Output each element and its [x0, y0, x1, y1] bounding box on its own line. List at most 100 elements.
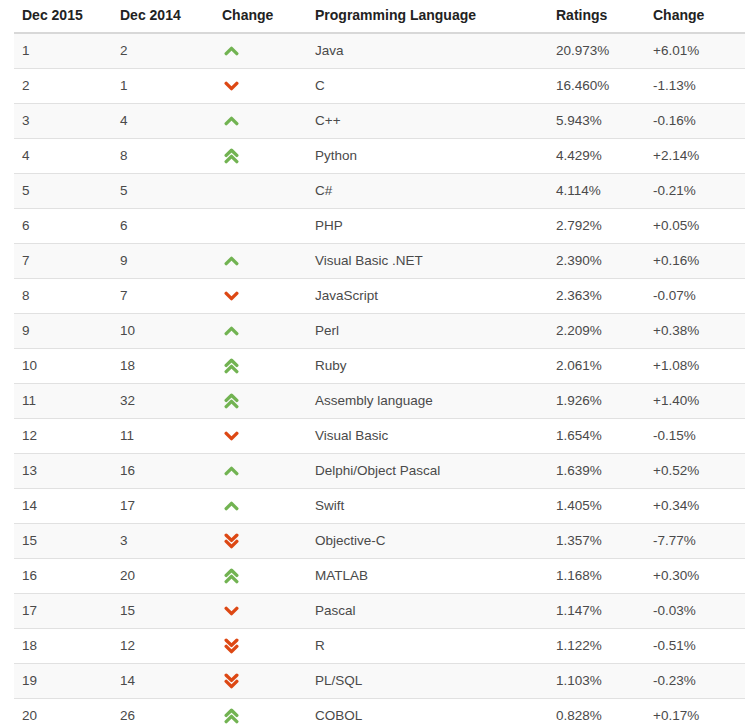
- ratings-value: 1.122%: [548, 629, 645, 664]
- table-row: 6 6 PHP 2.792% +0.05%: [14, 209, 745, 244]
- rank-dec-2015: 20: [14, 699, 112, 725]
- rank-dec-2015: 10: [14, 349, 112, 384]
- rank-up-icon: [224, 501, 239, 511]
- rank-change-cell: [214, 279, 307, 314]
- rank-dec-2015: 18: [14, 629, 112, 664]
- rank-change-cell: [214, 594, 307, 629]
- change-value: +1.08%: [645, 349, 745, 384]
- table-row: 17 15 Pascal 1.147% -0.03%: [14, 594, 745, 629]
- language-name: Swift: [307, 489, 548, 524]
- language-name: MATLAB: [307, 559, 548, 594]
- ratings-value: 1.405%: [548, 489, 645, 524]
- table-row: 14 17 Swift 1.405% +0.34%: [14, 489, 745, 524]
- table-row: 16 20 MATLAB 1.168% +0.30%: [14, 559, 745, 594]
- language-name: PL/SQL: [307, 664, 548, 699]
- rank-change-cell: [214, 384, 307, 419]
- language-name: Pascal: [307, 594, 548, 629]
- ratings-value: 4.429%: [548, 139, 645, 174]
- ratings-value: 1.926%: [548, 384, 645, 419]
- column-header-ratings-change: Change: [645, 0, 745, 33]
- rank-change-cell: [214, 33, 307, 69]
- table-row: 1 2 Java 20.973% +6.01%: [14, 33, 745, 69]
- rank-up-double-icon: [224, 393, 239, 409]
- rank-change-cell: [214, 314, 307, 349]
- rank-dec-2014: 26: [112, 699, 214, 725]
- rank-dec-2014: 11: [112, 419, 214, 454]
- column-header-programming-language: Programming Language: [307, 0, 548, 33]
- change-value: +6.01%: [645, 33, 745, 69]
- rank-dec-2014: 4: [112, 104, 214, 139]
- rank-up-double-icon: [224, 358, 239, 374]
- change-value: +0.05%: [645, 209, 745, 244]
- column-header-dec-2015: Dec 2015: [14, 0, 112, 33]
- rank-dec-2014: 18: [112, 349, 214, 384]
- rank-dec-2014: 1: [112, 69, 214, 104]
- language-name: C++: [307, 104, 548, 139]
- rank-change-cell: [214, 104, 307, 139]
- rank-dec-2014: 6: [112, 209, 214, 244]
- rank-dec-2015: 7: [14, 244, 112, 279]
- rank-up-double-icon: [224, 568, 239, 584]
- rank-dec-2015: 13: [14, 454, 112, 489]
- column-header-dec-2014: Dec 2014: [112, 0, 214, 33]
- ratings-value: 16.460%: [548, 69, 645, 104]
- rank-up-icon: [224, 326, 239, 336]
- rank-dec-2014: 7: [112, 279, 214, 314]
- rank-change-cell: [214, 174, 307, 209]
- rank-dec-2015: 16: [14, 559, 112, 594]
- rank-dec-2014: 14: [112, 664, 214, 699]
- language-name: PHP: [307, 209, 548, 244]
- rank-dec-2015: 2: [14, 69, 112, 104]
- column-header-rank-change: Change: [214, 0, 307, 33]
- change-value: +0.52%: [645, 454, 745, 489]
- change-value: +2.14%: [645, 139, 745, 174]
- language-index-table: Dec 2015 Dec 2014 Change Programming Lan…: [14, 0, 745, 725]
- rank-up-icon: [224, 116, 239, 126]
- rank-dec-2015: 3: [14, 104, 112, 139]
- ratings-value: 2.061%: [548, 349, 645, 384]
- rank-change-cell: [214, 454, 307, 489]
- rank-change-cell: [214, 349, 307, 384]
- change-value: +0.30%: [645, 559, 745, 594]
- change-value: -1.13%: [645, 69, 745, 104]
- rank-dec-2015: 4: [14, 139, 112, 174]
- table-row: 2 1 C 16.460% -1.13%: [14, 69, 745, 104]
- ratings-value: 1.357%: [548, 524, 645, 559]
- rank-dec-2015: 1: [14, 33, 112, 69]
- rank-change-cell: [214, 664, 307, 699]
- rank-dec-2015: 11: [14, 384, 112, 419]
- rank-change-cell: [214, 419, 307, 454]
- change-value: -0.51%: [645, 629, 745, 664]
- rank-change-cell: [214, 524, 307, 559]
- rank-change-cell: [214, 209, 307, 244]
- rank-down-icon: [224, 606, 239, 616]
- ratings-value: 20.973%: [548, 33, 645, 69]
- rank-change-cell: [214, 629, 307, 664]
- rank-dec-2015: 6: [14, 209, 112, 244]
- rank-dec-2014: 5: [112, 174, 214, 209]
- language-name: JavaScript: [307, 279, 548, 314]
- table-row: 3 4 C++ 5.943% -0.16%: [14, 104, 745, 139]
- rank-dec-2014: 12: [112, 629, 214, 664]
- change-value: +0.16%: [645, 244, 745, 279]
- rank-change-cell: [214, 559, 307, 594]
- ratings-value: 2.792%: [548, 209, 645, 244]
- table-row: 11 32 Assembly language 1.926% +1.40%: [14, 384, 745, 419]
- rank-dec-2014: 9: [112, 244, 214, 279]
- rank-change-cell: [214, 244, 307, 279]
- rank-dec-2014: 17: [112, 489, 214, 524]
- rank-down-icon: [224, 81, 239, 91]
- rank-up-double-icon: [224, 708, 239, 724]
- ratings-value: 2.363%: [548, 279, 645, 314]
- rank-dec-2015: 8: [14, 279, 112, 314]
- column-header-ratings: Ratings: [548, 0, 645, 33]
- table-row: 7 9 Visual Basic .NET 2.390% +0.16%: [14, 244, 745, 279]
- language-name: Python: [307, 139, 548, 174]
- table-row: 15 3 Objective-C 1.357% -7.77%: [14, 524, 745, 559]
- rank-down-double-icon: [224, 638, 239, 654]
- language-name: R: [307, 629, 548, 664]
- rank-down-double-icon: [224, 673, 239, 689]
- table-header-row: Dec 2015 Dec 2014 Change Programming Lan…: [14, 0, 745, 33]
- rank-dec-2015: 9: [14, 314, 112, 349]
- language-index-page: Dec 2015 Dec 2014 Change Programming Lan…: [0, 0, 755, 725]
